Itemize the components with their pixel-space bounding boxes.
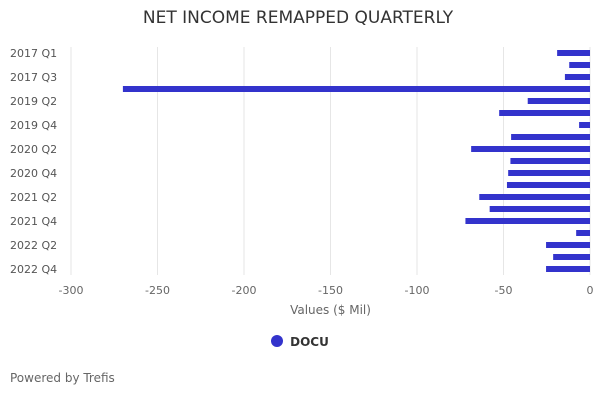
bar-2021-q4	[465, 218, 590, 224]
bar-2019-q2	[527, 98, 590, 104]
bar-2022-q4	[546, 266, 590, 272]
x-tick-label: 0	[587, 284, 594, 297]
y-tick-label: 2017 Q3	[10, 71, 57, 84]
bar-2020-q2	[471, 146, 590, 152]
x-axis-label: Values ($ Mil)	[290, 303, 371, 317]
x-tick-label: -150	[318, 284, 343, 297]
bar-2019-q1	[122, 86, 591, 92]
y-tick-label: 2022 Q4	[10, 263, 57, 276]
bar-2019-q3	[499, 110, 590, 116]
bar-2021-q2	[479, 194, 590, 200]
x-tick-label: -100	[405, 284, 430, 297]
y-tick-label: 2022 Q2	[10, 239, 57, 252]
y-tick-label: 2020 Q4	[10, 167, 57, 180]
x-tick-label: -200	[232, 284, 257, 297]
bar-2017-q3	[564, 74, 590, 80]
bar-2020-q3	[510, 158, 590, 164]
y-tick-label: 2017 Q1	[10, 47, 57, 60]
y-tick-label: 2021 Q2	[10, 191, 57, 204]
y-tick-label: 2019 Q2	[10, 95, 57, 108]
powered-by-credit: Powered by Trefis	[10, 371, 115, 385]
bar-2019-q4	[579, 122, 590, 128]
bar-2021-q1	[506, 182, 590, 188]
legend-swatch	[271, 335, 284, 347]
bar-2022-q1	[576, 230, 590, 236]
legend-label: DOCU	[290, 335, 329, 349]
x-tick-label: -250	[145, 284, 170, 297]
bar-2022-q2	[546, 242, 590, 248]
bar-2022-q3	[553, 254, 590, 260]
bar-2017-q2	[569, 62, 590, 68]
x-tick-label: -50	[495, 284, 513, 297]
bar-2020-q4	[508, 170, 590, 176]
bar-chart: -300 -250 -200 -150 -100 -50 0 2017 Q1 2017 Q3 20…	[10, 47, 594, 317]
bar-2017-q1	[557, 50, 590, 56]
chart-title: NET INCOME REMAPPED QUARTERLY	[142, 8, 454, 28]
bar-2021-q3	[489, 206, 590, 212]
legend: DOCU	[0, 335, 600, 349]
y-tick-label: 2021 Q4	[10, 215, 57, 228]
bar-2020-q1	[511, 134, 590, 140]
y-tick-label: 2020 Q2	[10, 143, 57, 156]
x-tick-label: -300	[59, 284, 84, 297]
y-tick-label: 2019 Q4	[10, 119, 57, 132]
